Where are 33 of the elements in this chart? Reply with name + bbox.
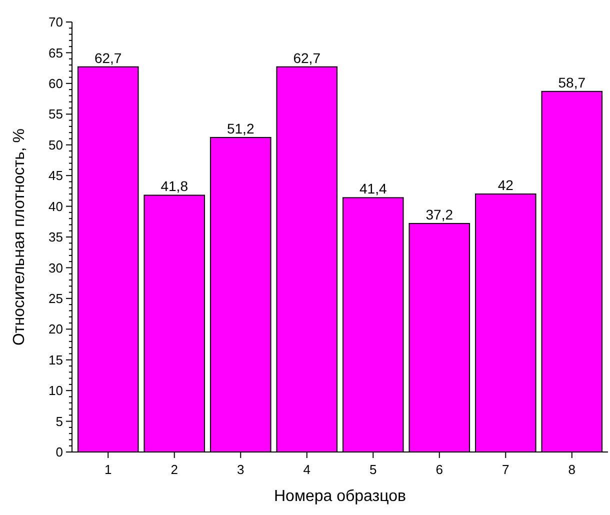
data-label: 62,7 [94,50,122,66]
data-label: 41,8 [160,178,188,194]
y-tick-label: 35 [48,230,63,245]
y-tick-label: 30 [48,260,63,276]
y-axis-title: Относительная плотность, % [11,128,28,346]
data-label: 58,7 [558,74,586,90]
data-label: 42 [498,177,514,193]
y-tick-label: 10 [48,383,63,398]
x-tick-label: 1 [104,462,112,477]
x-tick-label: 7 [502,462,510,477]
y-tick-label: 20 [48,322,63,337]
data-label: 62,7 [293,50,321,66]
x-tick-label: 8 [568,462,576,477]
x-axis-title: Номера образцов [274,488,406,505]
y-tick-label: 25 [48,290,63,306]
y-tick-label: 40 [48,198,63,214]
y-tick-label: 15 [48,352,63,368]
x-tick-label: 3 [237,462,244,477]
x-tick-label: 5 [370,462,377,477]
y-tick-label: 5 [56,414,63,429]
x-tick-label: 6 [436,462,443,477]
y-tick-label: 65 [48,45,63,60]
y-tick-label: 50 [48,137,63,152]
y-tick-label: 60 [48,76,63,91]
data-label: 37,2 [426,206,454,222]
y-tick-label: 0 [56,444,63,460]
y-tick-label: 55 [48,106,63,122]
y-tick-label: 45 [48,168,63,184]
data-label: 41,4 [360,180,387,197]
y-tick-label: 70 [48,14,63,30]
x-tick-label: 2 [170,462,178,477]
x-tick-label: 4 [303,462,310,477]
data-label: 51,2 [226,120,254,136]
